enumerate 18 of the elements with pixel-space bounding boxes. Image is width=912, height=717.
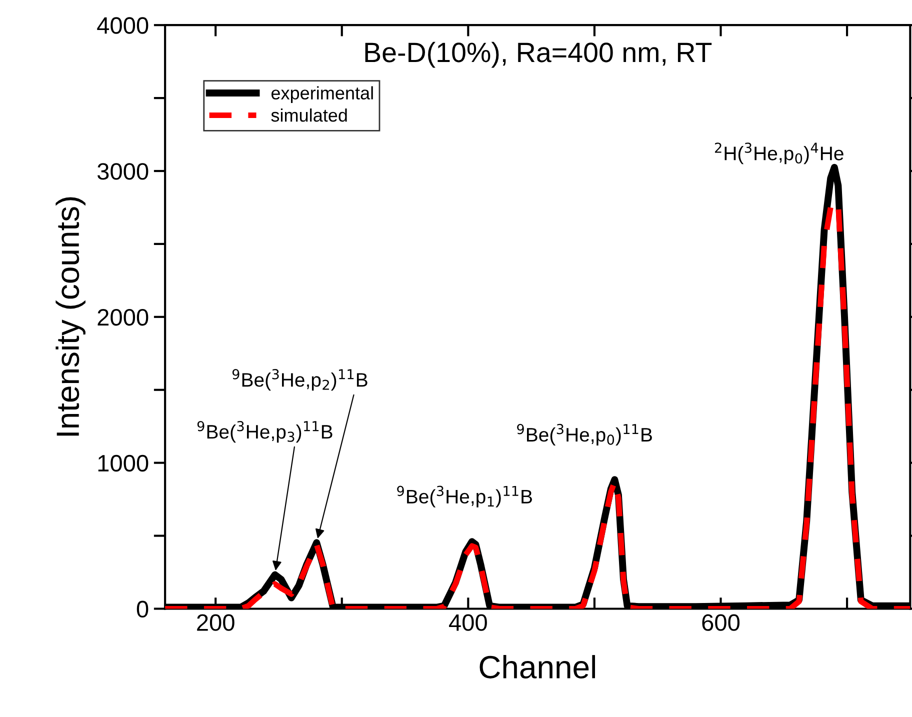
- y-tick-label: 1000: [98, 454, 148, 472]
- annotation: $^{9}$Be($^{3}$He,p$_{3}$)$^{11}$B: [197, 421, 332, 443]
- annotation: $^{9}$Be($^{3}$He,p$_{1}$)$^{11}$B: [397, 486, 532, 508]
- annotation: $^{9}$Be($^{3}$He,p$_{0}$)$^{11}$B: [517, 424, 652, 446]
- x-tick-label: 600: [702, 614, 740, 631]
- legend-label: experimental: [271, 86, 373, 104]
- text: Be-D(10%), Ra=400 nm, RT: [365, 42, 712, 68]
- annotation: $^{9}$Be($^{3}$He,p$_{2}$)$^{11}$B: [232, 369, 368, 391]
- annotation: $^{2}$H($^{3}$He,p$_{0}$)$^{4}$He: [714, 142, 844, 164]
- y-tick-label: 0: [136, 600, 148, 618]
- y-tick-label: 4000: [97, 17, 148, 34]
- x-axis-title: Channel: [480, 655, 595, 679]
- y-tick-label: 3000: [97, 163, 148, 180]
- x-tick-label: 400: [449, 614, 487, 631]
- y-tick-label: 2000: [98, 308, 148, 326]
- legend-label: simulated: [271, 108, 347, 122]
- y-axis-title: Intensity (counts): [56, 197, 86, 436]
- x-tick-label: 200: [197, 614, 234, 631]
